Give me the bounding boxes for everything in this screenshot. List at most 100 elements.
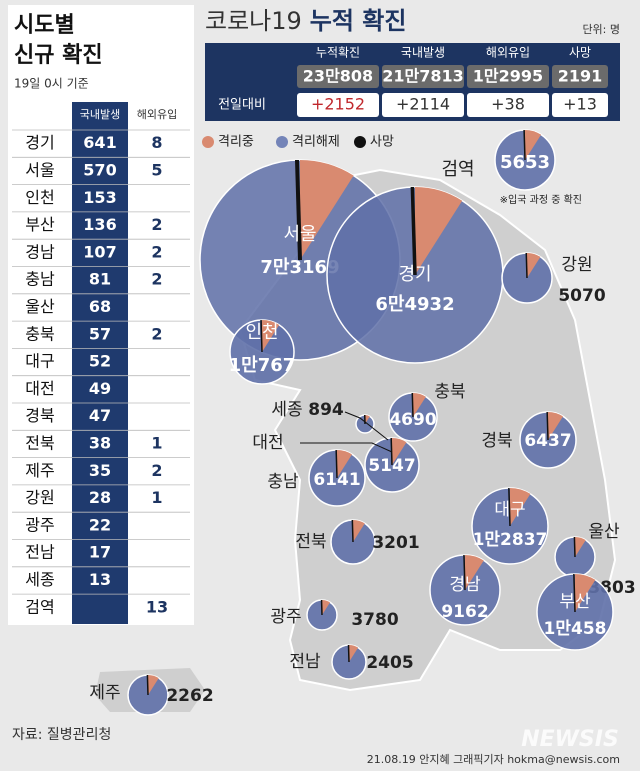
death-line bbox=[295, 159, 302, 261]
domestic-count: 570 bbox=[83, 160, 116, 179]
death-line bbox=[410, 186, 417, 276]
overseas-count: 2 bbox=[151, 270, 162, 289]
region-label: 광주 bbox=[270, 607, 301, 627]
death-line bbox=[546, 411, 549, 441]
domestic-count: 57 bbox=[89, 324, 111, 343]
summary-row-label: 전일대비 bbox=[218, 98, 266, 113]
summary-total: 23만808 bbox=[303, 67, 373, 86]
region-label: 검역 bbox=[441, 159, 474, 180]
summary-change: +2114 bbox=[396, 95, 450, 114]
summary-header: 사망 bbox=[569, 46, 591, 60]
death-line bbox=[523, 129, 526, 161]
isolating-wedge bbox=[465, 555, 484, 590]
region-name: 광주 bbox=[25, 515, 54, 534]
death-line bbox=[351, 519, 354, 543]
leader-line bbox=[300, 442, 393, 453]
summary-change: +2152 bbox=[311, 95, 365, 114]
region-name: 전북 bbox=[25, 433, 54, 452]
region-value: 2405 bbox=[366, 653, 413, 673]
region-label: 전북 bbox=[295, 532, 326, 552]
region-name: 제주 bbox=[25, 461, 54, 480]
change-box bbox=[297, 93, 379, 117]
region-name: 세종 bbox=[25, 570, 54, 589]
overseas-count: 5 bbox=[151, 160, 162, 179]
death-line bbox=[347, 644, 350, 663]
region-name: 서울 bbox=[25, 160, 54, 179]
region-value: 1만767 bbox=[229, 355, 296, 376]
domestic-count: 35 bbox=[89, 461, 111, 480]
region-name: 대구 bbox=[25, 352, 54, 371]
change-box bbox=[552, 93, 608, 117]
panel-title: 시도별 bbox=[14, 13, 75, 38]
domestic-count: 107 bbox=[83, 242, 116, 261]
panel-subtitle: 19일 0시 기준 bbox=[14, 77, 89, 91]
region-value: 9162 bbox=[441, 602, 488, 622]
region-value: 5070 bbox=[558, 286, 605, 306]
region-value: 1만458 bbox=[544, 619, 607, 639]
summary-total: 21만7813 bbox=[382, 67, 464, 86]
region-name: 경북 bbox=[25, 406, 54, 425]
summary-total: 1만2995 bbox=[473, 67, 543, 86]
summary-header: 해외유입 bbox=[486, 46, 530, 60]
region-label: 서울 bbox=[283, 224, 316, 245]
total-box bbox=[382, 65, 464, 88]
summary-header: 누적확진 bbox=[316, 46, 360, 60]
isolating-wedge bbox=[262, 320, 280, 352]
table-header: 해외유입 bbox=[137, 107, 177, 121]
isolating-wedge bbox=[322, 600, 331, 615]
death-line bbox=[508, 487, 511, 527]
unit: 단위: 명 bbox=[582, 23, 620, 36]
panel-title: 신규 확진 bbox=[14, 43, 103, 68]
credit: 21.08.19 안지혜 그래픽기자 hokma@newsis.com bbox=[367, 753, 620, 766]
isolating-wedge bbox=[510, 488, 531, 526]
death-line bbox=[525, 252, 528, 279]
legend-label: 격리해제 bbox=[292, 135, 340, 150]
death-line bbox=[463, 554, 466, 591]
domestic-count: 28 bbox=[89, 488, 111, 507]
isolating-wedge bbox=[353, 520, 365, 542]
region-label: 제주 bbox=[89, 683, 120, 703]
isolating-wedge bbox=[148, 675, 159, 695]
region-name: 경기 bbox=[25, 133, 54, 152]
region-value: 6만4932 bbox=[375, 294, 454, 315]
overseas-count: 13 bbox=[146, 597, 168, 616]
overseas-count: 8 bbox=[151, 133, 162, 152]
change-box bbox=[382, 93, 464, 117]
region-label: 충북 bbox=[434, 382, 465, 402]
region-label: 경북 bbox=[481, 431, 512, 451]
death-line bbox=[260, 319, 263, 353]
region-label: 부산 bbox=[559, 592, 591, 612]
total-box bbox=[467, 65, 549, 88]
summary-change: +38 bbox=[491, 95, 525, 114]
summary-total: 2191 bbox=[558, 67, 603, 86]
change-box bbox=[467, 93, 549, 117]
domestic-count: 47 bbox=[89, 406, 111, 425]
death-line bbox=[573, 536, 576, 558]
region-name: 인천 bbox=[25, 188, 54, 207]
isolating-wedge bbox=[415, 187, 463, 275]
overseas-count: 2 bbox=[151, 215, 162, 234]
death-line bbox=[146, 674, 149, 696]
title-prefix: 코로나19 bbox=[205, 7, 302, 35]
isolating-wedge bbox=[527, 253, 541, 278]
isolating-wedge bbox=[575, 574, 596, 612]
legend-dot bbox=[202, 136, 214, 148]
death-line bbox=[335, 449, 338, 479]
domestic-count: 136 bbox=[83, 215, 116, 234]
region-name: 부산 bbox=[25, 215, 55, 234]
domestic-column bbox=[72, 102, 128, 624]
domestic-count: 68 bbox=[89, 297, 111, 316]
isolating-wedge bbox=[575, 537, 586, 557]
summary-change: +13 bbox=[563, 95, 597, 114]
death-line bbox=[411, 392, 414, 418]
isolating-wedge bbox=[548, 412, 564, 440]
region-label: 충남 bbox=[267, 472, 299, 492]
isolating-wedge bbox=[525, 130, 542, 160]
note: ※입국 과정 중 확진 bbox=[500, 193, 582, 206]
title-main: 누적 확진 bbox=[310, 7, 407, 35]
region-value: 5147 bbox=[368, 456, 415, 476]
main-title: 코로나19 누적 확진 bbox=[205, 7, 406, 35]
domestic-count: 49 bbox=[89, 379, 111, 398]
table-header: 국내발생 bbox=[80, 108, 120, 121]
